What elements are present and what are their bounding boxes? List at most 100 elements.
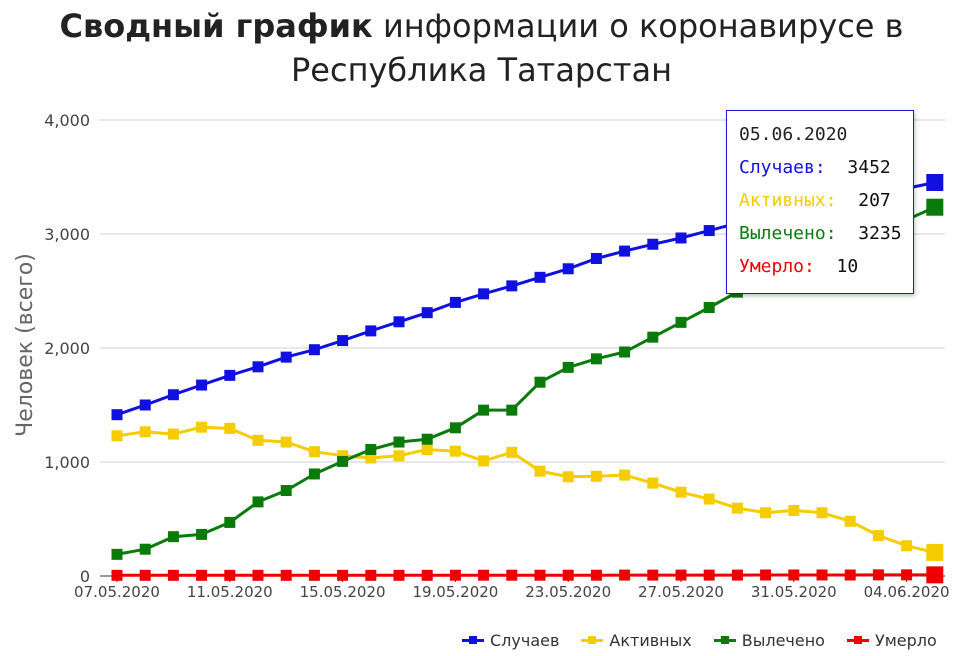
legend-item-died[interactable]: Умерло xyxy=(846,630,937,650)
data-point-recovered xyxy=(139,543,151,555)
tooltip-value-recovered: 3235 xyxy=(858,223,902,244)
data-point-active xyxy=(534,465,546,477)
data-point-died xyxy=(619,569,631,581)
data-point-cases xyxy=(478,288,490,300)
data-point-recovered xyxy=(421,433,433,445)
tooltip-label-died: Умерло: xyxy=(739,256,815,277)
x-tick-label: 11.05.2020 xyxy=(187,583,273,601)
data-point-recovered xyxy=(111,548,123,560)
data-point-died xyxy=(506,569,518,581)
data-point-died xyxy=(139,569,151,581)
tooltip: 05.06.2020 Случаев: 3452 Активных: 207 В… xyxy=(726,110,914,294)
data-point-died xyxy=(478,569,490,581)
data-point-recovered xyxy=(703,302,715,314)
tooltip-date: 05.06.2020 xyxy=(739,124,848,145)
data-point-active xyxy=(224,422,236,434)
data-point-recovered xyxy=(562,361,574,373)
data-point-active xyxy=(590,470,602,482)
data-point-died xyxy=(365,569,377,581)
x-tick-label: 19.05.2020 xyxy=(412,583,498,601)
y-axis-label: Человек (всего) xyxy=(13,253,38,437)
legend-label-cases: Случаев xyxy=(490,630,560,650)
chart-title-bold: Сводный график xyxy=(59,7,373,45)
data-point-recovered xyxy=(926,198,944,216)
data-point-active xyxy=(647,477,659,489)
data-point-recovered xyxy=(534,376,546,388)
data-point-active xyxy=(901,540,913,552)
data-point-recovered xyxy=(280,485,292,496)
data-point-died xyxy=(534,569,546,581)
data-point-active xyxy=(393,450,405,462)
y-tick-label: 0 xyxy=(80,567,90,586)
series-died xyxy=(111,566,944,584)
data-point-active xyxy=(675,486,687,498)
data-point-active xyxy=(506,446,518,458)
legend-label-died: Умерло xyxy=(874,630,937,650)
data-point-died xyxy=(196,569,208,581)
data-point-died xyxy=(731,569,743,581)
data-point-recovered xyxy=(308,468,320,480)
data-point-active xyxy=(252,434,264,446)
y-tick-label: 1,000 xyxy=(44,453,90,472)
data-point-active xyxy=(449,445,461,457)
legend-item-cases[interactable]: Случаев xyxy=(462,631,559,650)
data-point-recovered xyxy=(167,531,179,543)
data-point-died xyxy=(224,569,236,581)
data-point-cases xyxy=(703,225,715,237)
data-point-active xyxy=(308,446,320,458)
data-point-cases xyxy=(308,344,320,356)
data-point-cases xyxy=(393,316,405,328)
data-point-cases xyxy=(365,325,377,337)
y-tick-label: 3,000 xyxy=(44,225,90,244)
data-point-died xyxy=(872,569,884,581)
chart-title: Сводный график информации о коронавирусе… xyxy=(0,4,963,92)
data-point-cases xyxy=(167,389,179,401)
data-point-recovered xyxy=(449,422,461,434)
data-point-cases xyxy=(534,271,546,283)
data-point-recovered xyxy=(224,516,236,528)
data-point-cases xyxy=(619,245,631,257)
x-tick-label: 15.05.2020 xyxy=(300,583,386,601)
data-point-recovered xyxy=(506,404,518,416)
data-point-died xyxy=(647,569,659,581)
data-point-active xyxy=(167,428,179,440)
tooltip-label-recovered: Вылечено: xyxy=(739,223,837,244)
legend-label-recovered: Вылечено xyxy=(741,630,825,650)
data-point-active xyxy=(816,507,828,519)
data-point-cases xyxy=(675,232,687,244)
data-point-recovered xyxy=(393,436,405,448)
legend: Случаев Активных Вылечено Умерло xyxy=(462,628,937,652)
data-point-died xyxy=(675,569,687,581)
data-point-cases xyxy=(590,253,602,265)
data-point-cases xyxy=(647,238,659,250)
data-point-died xyxy=(111,569,123,581)
data-point-active xyxy=(760,507,772,519)
data-point-died xyxy=(901,569,913,581)
x-tick-label: 23.05.2020 xyxy=(525,583,611,601)
data-point-died xyxy=(393,569,405,581)
data-point-active xyxy=(478,455,490,467)
tooltip-row-cases: Случаев: 3452 xyxy=(739,156,913,189)
data-point-recovered xyxy=(590,353,602,365)
data-point-active xyxy=(731,502,743,514)
data-point-died xyxy=(760,569,772,581)
data-point-cases xyxy=(562,263,574,275)
legend-item-active[interactable]: Активных xyxy=(581,631,692,650)
chart-title-rest: информации о коронавирусе в Республика Т… xyxy=(290,7,904,89)
data-point-recovered xyxy=(675,316,687,328)
data-point-cases xyxy=(421,307,433,319)
data-point-died xyxy=(421,569,433,581)
data-point-cases xyxy=(252,361,264,373)
legend-item-recovered[interactable]: Вылечено xyxy=(713,630,825,650)
data-point-died xyxy=(449,569,461,581)
legend-swatch-recovered xyxy=(713,634,736,646)
data-point-recovered xyxy=(647,331,659,343)
legend-swatch-cases xyxy=(462,634,484,646)
data-point-died xyxy=(252,569,264,581)
data-point-active xyxy=(703,493,715,505)
tooltip-row-active: Активных: 207 xyxy=(739,189,913,222)
axes: 0 1,000 2,000 3,000 4,000 07.05.2020 11.05.202… xyxy=(44,111,949,601)
data-point-recovered xyxy=(478,404,490,416)
data-point-died xyxy=(167,569,179,581)
data-point-died xyxy=(337,569,349,581)
